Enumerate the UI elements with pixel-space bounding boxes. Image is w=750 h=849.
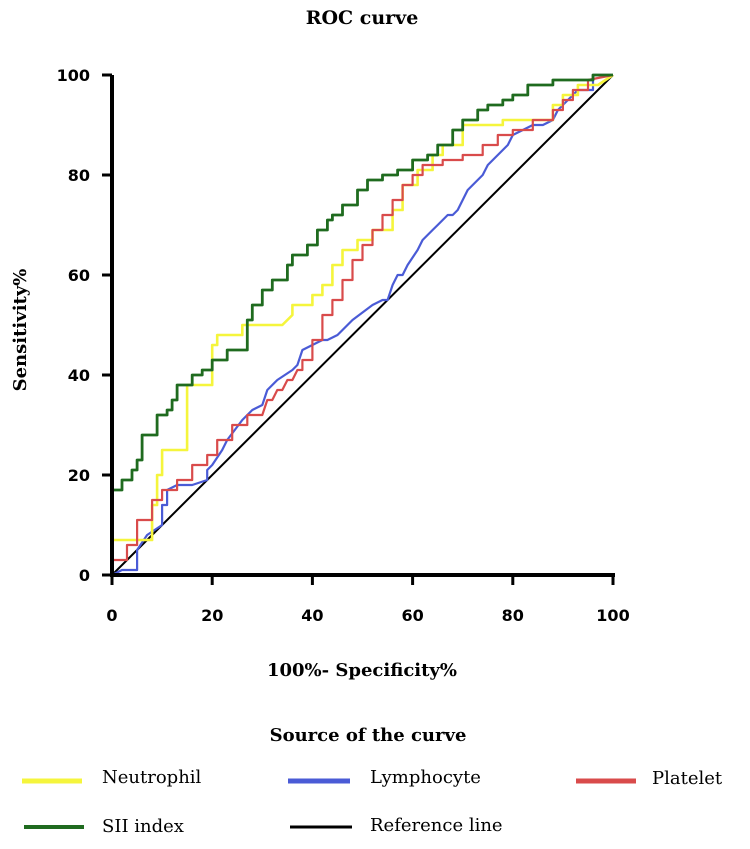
y-tick-label: 100 (57, 66, 90, 85)
y-tick-label: 0 (79, 566, 90, 585)
x-tick-label: 100 (596, 606, 629, 625)
series-line-platelet (110, 73, 614, 575)
legend-item-platelet: Platelet (576, 768, 723, 789)
y-tick-label: 20 (68, 466, 90, 485)
x-tick-label: 20 (201, 606, 223, 625)
legend-item-reference-line: Reference line (290, 815, 503, 836)
series-line-reference-line (111, 74, 614, 576)
series-line-neutrophil (110, 73, 614, 575)
x-tick-label: 0 (106, 606, 117, 625)
y-tick-label: 40 (68, 366, 90, 385)
x-axis-ticks: 0 20 40 60 80 100 (106, 575, 630, 625)
x-tick-label: 40 (301, 606, 323, 625)
legend-label-reference-line: Reference line (370, 815, 503, 836)
legend-label-platelet: Platelet (652, 768, 723, 789)
legend-item-neutrophil: Neutrophil (22, 767, 202, 788)
legend-label-neutrophil: Neutrophil (102, 767, 202, 788)
y-tick-label: 60 (68, 266, 90, 285)
x-axis-label: 100%- Specificity% (267, 660, 457, 681)
x-tick-label: 80 (502, 606, 524, 625)
legend-title: Source of the curve (270, 725, 467, 746)
series-line-sii-index (110, 73, 613, 575)
x-tick-label: 60 (401, 606, 423, 625)
legend-item-sii-index: SII index (24, 816, 184, 837)
legend-label-lymphocyte: Lymphocyte (370, 767, 481, 788)
plot-area (110, 73, 614, 576)
chart-title: ROC curve (306, 7, 419, 29)
y-tick-label: 80 (68, 166, 90, 185)
legend-label-sii-index: SII index (102, 816, 184, 837)
legend-item-lymphocyte: Lymphocyte (288, 767, 481, 788)
y-axis-label: Sensitivity% (10, 269, 31, 392)
y-axis-ticks: 0 20 40 60 80 100 (57, 66, 112, 585)
series-line-lymphocyte (111, 73, 613, 576)
legend: Neutrophil Lymphocyte Platelet SII index… (22, 767, 723, 837)
